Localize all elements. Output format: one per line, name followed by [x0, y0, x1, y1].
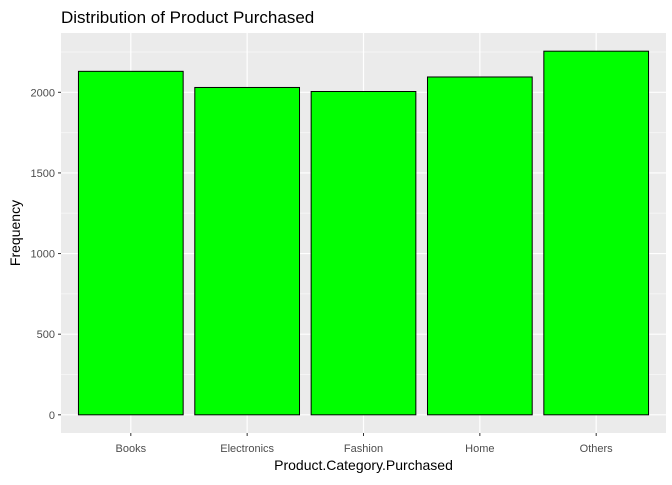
bar-books: [77, 70, 184, 416]
bar-home: [426, 76, 533, 416]
y-tick-label: 500: [37, 329, 55, 341]
x-axis: Books Electronics Fashion Home Others: [116, 433, 614, 455]
x-axis-title: Product.Category.Purchased: [274, 457, 453, 473]
bar-fashion: [310, 90, 417, 416]
x-tick-label: Others: [580, 443, 614, 455]
y-tick-label: 1000: [31, 249, 55, 261]
bar-electronics: [194, 86, 301, 416]
chart-title: Distribution of Product Purchased: [61, 8, 314, 27]
x-tick-label: Home: [465, 443, 494, 455]
x-tick-label: Electronics: [220, 443, 274, 455]
bars-group: [77, 50, 650, 416]
x-tick-label: Books: [116, 443, 147, 455]
x-tick-label: Fashion: [344, 443, 383, 455]
y-tick-label: 0: [49, 410, 55, 422]
y-axis-title: Frequency: [7, 200, 23, 266]
bar-others: [543, 50, 650, 416]
y-tick-label: 1500: [31, 168, 55, 180]
y-axis: 0 500 1000 1500 2000: [31, 87, 61, 422]
y-tick-label: 2000: [31, 87, 55, 99]
